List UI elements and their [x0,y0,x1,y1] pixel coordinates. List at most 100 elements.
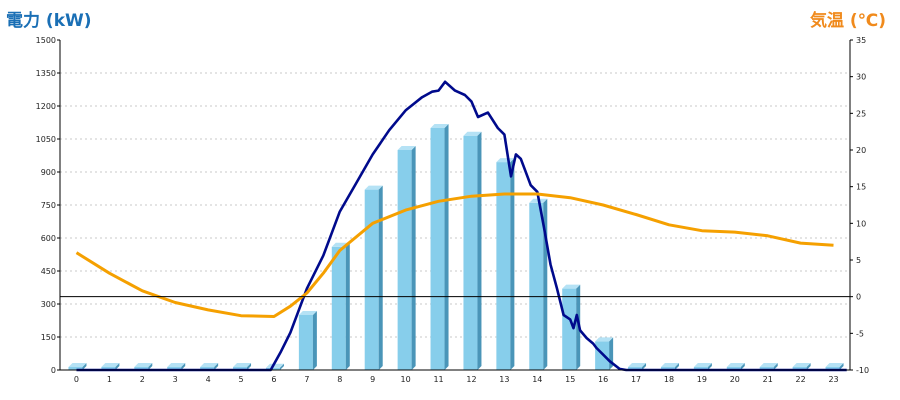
bar-top [792,363,811,367]
bar-top [200,363,219,367]
bar-face [726,367,741,370]
bar-face [792,367,807,370]
bar [825,363,844,370]
power-line-series [76,80,847,372]
bar-side [609,337,614,370]
left-axis-title: 電力 (kW) [6,11,92,31]
bar-face [200,367,215,370]
bar-top [759,363,778,367]
right-tick-label: 15 [856,183,866,192]
bar-face [331,246,346,370]
left-tick-label: 150 [41,333,56,342]
left-tick-label: 1050 [36,135,56,144]
bar-top [660,363,679,367]
right-tick-label: 10 [856,219,866,228]
bar-side [444,124,449,370]
bar-face [430,128,445,370]
x-tick-label: 17 [631,375,641,384]
bar-top [397,146,416,150]
bar-top [825,363,844,367]
bar [233,363,252,370]
bar-side [378,185,383,370]
bar-side [279,363,284,370]
right-tick-label: 35 [856,36,866,45]
bar-side [82,363,87,370]
x-tick-label: 3 [173,375,178,384]
bar-top [562,284,581,289]
bar-face [825,367,840,370]
grid-layer [60,72,850,338]
bar [463,131,482,370]
x-tick-label: 7 [304,375,309,384]
bar-series [68,124,844,370]
bar-side [411,146,416,370]
left-tick-label: 900 [41,168,56,177]
x-tick-label: 11 [433,375,443,384]
bar [68,363,87,370]
bar-side [674,363,679,370]
bar-top [134,363,153,367]
bar-face [496,162,511,370]
x-tick-label: 4 [206,375,211,384]
bar-side [806,363,811,370]
right-tick-label: -10 [856,366,869,375]
bar-top [463,131,482,136]
bar-side [740,363,745,370]
bar [628,363,647,370]
bar-top [265,363,284,368]
bar [101,363,120,370]
bar-top [364,185,383,190]
right-tick-label: 5 [856,256,861,265]
right-tick-label: 0 [856,293,861,302]
bar [693,363,712,370]
bar-face [463,135,478,370]
x-tick-label: 8 [337,375,342,384]
bar [562,284,581,370]
bar [167,363,186,370]
bar-face [693,367,708,370]
axes-layer [57,39,853,371]
x-tick-label: 1 [107,375,112,384]
x-tick-label: 16 [598,375,608,384]
x-tick-label: 0 [74,375,79,384]
x-tick-label: 19 [697,375,707,384]
bar-face [397,150,412,370]
left-tick-label: 750 [41,201,56,210]
bar-top [233,363,252,367]
left-tick-label: 1200 [36,102,56,111]
bar-side [247,363,252,370]
left-tick-label: 1350 [36,69,56,78]
left-tick-label: 600 [41,234,56,243]
bar-face [628,367,643,370]
x-tick-label: 13 [499,375,509,384]
power-line [76,80,847,372]
bar-face [167,367,182,370]
bar-face [68,367,83,370]
left-tick-label: 1500 [36,36,56,45]
bar-face [660,367,675,370]
bar-face [759,367,774,370]
x-tick-label: 21 [763,375,773,384]
bar-side [773,363,778,370]
right-tick-label: 20 [856,146,866,155]
bar-side [181,363,186,370]
bar-top [167,363,186,367]
right-axis-title: 気温 (℃) [809,11,886,31]
bar [331,242,350,370]
bar-side [148,363,153,370]
bar-face [562,288,577,370]
x-tick-label: 9 [370,375,375,384]
bar-face [101,367,116,370]
bar [364,185,383,370]
right-tick-label: 30 [856,73,866,82]
bar-side [707,363,712,370]
x-tick-label: 6 [271,375,276,384]
bar [430,124,449,370]
bar-side [345,242,350,370]
bar-top [628,363,647,367]
bar-top [693,363,712,367]
bar-side [214,363,219,370]
right-tick-label: 25 [856,109,866,118]
bar-top [101,363,120,367]
bar-side [642,363,647,370]
